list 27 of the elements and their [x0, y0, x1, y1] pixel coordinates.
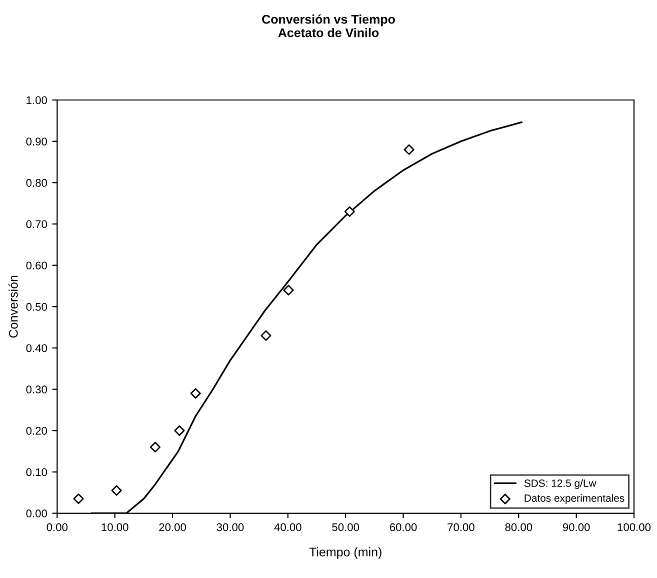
x-tick-label: 80.00	[505, 523, 532, 532]
y-tick-label: 0.90	[26, 138, 48, 146]
legend-label: SDS: 12.5 g/Lw	[524, 479, 596, 489]
x-tick-label: 90.00	[562, 523, 590, 532]
y-tick-label: 0.70	[26, 220, 48, 228]
x-axis-title: Tiempo (min)	[309, 547, 382, 559]
x-tick-label: 40.00	[274, 523, 302, 532]
y-tick-label: 0.10	[26, 468, 48, 476]
chart-title: Conversión vs Tiempo Acetato de Vinilo	[262, 14, 395, 38]
y-tick-label: 0.40	[26, 344, 48, 352]
y-tick-label: 0.60	[26, 262, 48, 270]
x-tick-label: 50.00	[332, 523, 360, 532]
y-tick-label: 0.30	[26, 386, 48, 394]
y-tick-label: 1.00	[26, 96, 48, 104]
y-tick-label: 0.20	[26, 426, 48, 435]
y-tick-label: 0.80	[26, 178, 48, 187]
x-tick-label: 0.00	[46, 523, 68, 532]
x-tick-label: 10.00	[102, 523, 128, 532]
x-tick-label: 60.00	[390, 523, 417, 532]
y-tick-label: 0.00	[26, 510, 48, 518]
x-tick-label: 20.00	[159, 523, 186, 532]
y-tick-label: 0.50	[26, 302, 48, 311]
x-tick-label: 70.00	[448, 523, 474, 532]
x-tick-label: 30.00	[216, 523, 244, 532]
x-tick-label: 100.00	[618, 523, 651, 532]
legend-label: Datos experimentales	[524, 494, 624, 504]
y-axis-title: Conversión	[8, 276, 18, 338]
